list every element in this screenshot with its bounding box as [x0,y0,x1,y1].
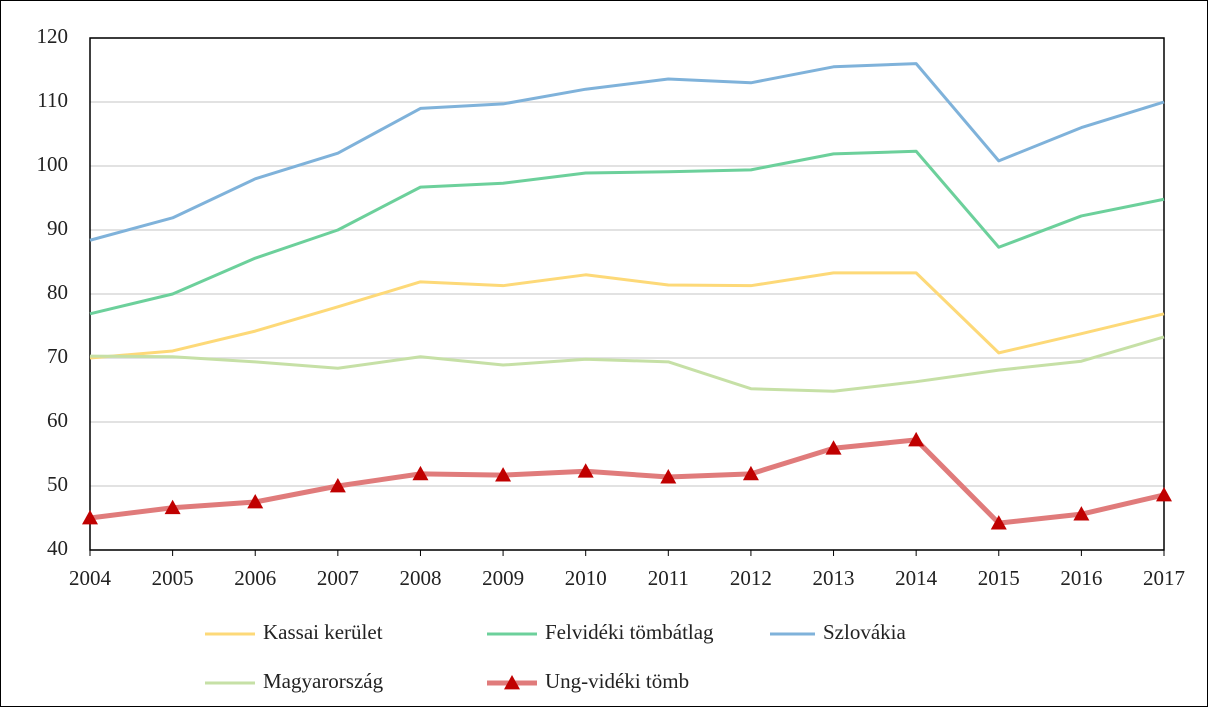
y-tick-label: 60 [47,408,68,432]
x-tick-label: 2014 [895,566,938,590]
x-tick-label: 2012 [730,566,772,590]
x-tick-label: 2008 [399,566,441,590]
marker [82,510,98,525]
marker [247,494,264,509]
marker [990,515,1007,530]
series-line [89,62,1165,242]
x-tick-label: 2013 [813,566,855,590]
y-tick-label: 110 [37,88,68,112]
legend-label: Szlovákia [823,620,906,644]
marker [412,465,429,481]
legend-label: Kassai kerület [263,620,383,644]
marker [742,465,759,481]
x-tick-label: 2006 [234,566,276,590]
marker [908,431,925,447]
y-tick-label: 70 [47,344,68,368]
y-tick-label: 120 [37,24,69,48]
y-tick-label: 90 [47,216,68,240]
marker [577,463,594,478]
y-tick-label: 100 [37,152,69,176]
marker [825,440,842,455]
y-tick-label: 80 [47,280,68,304]
x-tick-label: 2004 [69,566,112,590]
x-tick-label: 2009 [482,566,524,590]
marker [660,469,677,484]
series-line [89,335,1165,393]
plot-frame [89,37,1165,551]
marker [495,467,512,482]
series-line [89,149,1165,316]
x-tick-label: 2016 [1060,566,1102,590]
legend-label: Felvidéki tömbátlag [545,620,714,644]
marker [164,499,181,515]
x-tick-label: 2011 [648,566,689,590]
marker [329,478,346,493]
y-tick-label: 50 [47,472,68,496]
legend-label: Magyarország [263,669,384,693]
marker [1156,486,1172,502]
x-tick-label: 2010 [565,566,607,590]
x-tick-label: 2007 [317,566,359,590]
x-tick-label: 2015 [978,566,1020,590]
series-line [89,437,1165,526]
legend-marker [504,675,520,690]
legend-label: Ung-vidéki tömb [545,669,689,693]
series-line [89,271,1165,360]
y-tick-label: 40 [47,536,68,560]
x-tick-label: 2005 [152,566,194,590]
x-tick-label: 2017 [1143,566,1185,590]
marker [1073,506,1090,521]
